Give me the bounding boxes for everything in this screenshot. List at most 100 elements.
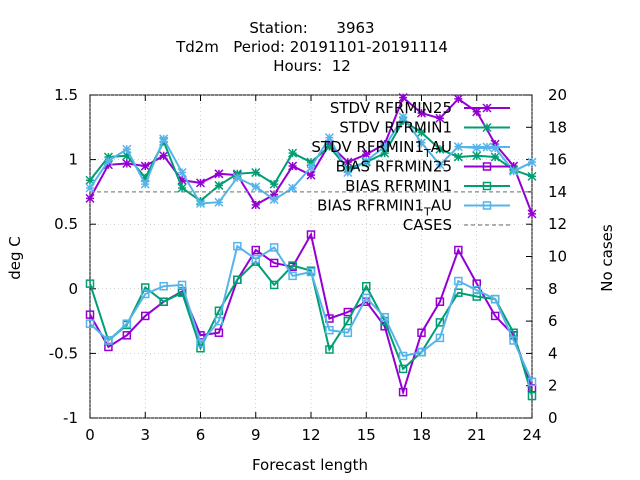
y-tick-label: 0 <box>68 280 78 298</box>
legend-label-text: BIAS RFRMIN1 <box>345 177 452 195</box>
legend-label: STDV RFRMIN1TAU <box>311 138 452 160</box>
point-marker <box>306 170 316 180</box>
legend-label: STDV RFRMIN1 <box>339 119 452 137</box>
legend-label: CASES <box>403 216 452 234</box>
point-marker <box>251 182 261 192</box>
point-marker <box>435 160 445 170</box>
legend-entry: STDV RFRMIN1TAU <box>311 138 510 160</box>
y2-tick-label: 10 <box>548 248 567 266</box>
axis-ticks: 0 3 6 9 12 15 18 21 24-1-0.500.511.5024681012141… <box>49 86 567 444</box>
point-marker <box>288 261 297 270</box>
point-marker <box>288 148 298 158</box>
point-marker <box>361 156 371 166</box>
point-marker <box>196 343 205 353</box>
point-marker <box>141 311 150 321</box>
point-marker <box>325 345 334 354</box>
legend-label: BIAS RFRMIN1TAU <box>317 197 452 219</box>
point-marker <box>306 267 316 277</box>
point-marker <box>453 94 463 104</box>
point-marker <box>85 279 95 288</box>
point-marker <box>398 387 408 397</box>
point-marker <box>435 144 445 154</box>
point-marker <box>306 162 316 172</box>
point-marker <box>417 328 426 337</box>
legend-entry: STDV RFRMIN25 <box>330 99 510 117</box>
point-marker <box>472 151 482 161</box>
point-marker <box>214 328 224 337</box>
x-tick-label: 18 <box>412 426 431 444</box>
point-marker <box>509 336 518 345</box>
point-marker <box>251 200 261 210</box>
point-marker <box>269 258 279 268</box>
point-marker <box>269 243 279 252</box>
y-tick-label: -0.5 <box>49 344 78 362</box>
point-marker <box>435 318 445 327</box>
legend-entry: STDV RFRMIN1 <box>339 119 510 137</box>
y2-tick-label: 12 <box>548 215 567 233</box>
point-marker <box>269 189 279 200</box>
title-line-3: Hours: 12 <box>273 57 351 75</box>
point-marker <box>435 333 445 343</box>
point-marker <box>251 245 260 255</box>
y-tick-label: -1 <box>63 409 78 427</box>
legend-label-subscript: T <box>423 147 431 160</box>
point-marker <box>122 331 132 340</box>
legend-label-text: BIAS RFRMIN1 <box>317 197 424 215</box>
point-marker <box>233 275 242 285</box>
series-line <box>89 231 533 396</box>
x-tick-label: 21 <box>467 426 486 444</box>
point-marker <box>251 167 261 178</box>
point-marker <box>306 157 316 167</box>
legend-entry: BIAS RFRMIN25 <box>336 158 510 176</box>
point-marker <box>482 103 492 113</box>
y-tick-label: 0.5 <box>54 215 78 233</box>
point-marker <box>85 193 95 203</box>
legend-label: BIAS RFRMIN1 <box>345 177 452 195</box>
point-marker <box>490 294 500 304</box>
legend-label-tail: AU <box>431 138 452 156</box>
point-marker <box>435 113 445 123</box>
point-marker <box>490 152 500 162</box>
point-marker <box>214 197 224 207</box>
point-marker <box>85 319 95 328</box>
series-line <box>89 244 533 383</box>
point-marker <box>195 178 206 188</box>
x-tick-label: 3 <box>140 426 150 444</box>
legend-label-tail: AU <box>431 197 452 215</box>
point-marker <box>232 173 242 183</box>
point-marker <box>85 183 95 193</box>
point-marker <box>380 148 390 158</box>
point-marker <box>343 167 353 178</box>
point-marker <box>177 280 187 290</box>
series-layer <box>85 93 537 401</box>
point-marker <box>196 338 205 348</box>
x-tick-label: 0 <box>85 426 95 444</box>
point-marker <box>140 179 150 189</box>
x-tick-label: 6 <box>196 426 206 444</box>
series-bias-rfrmin1-tau <box>85 241 537 387</box>
point-marker <box>527 157 537 167</box>
y2-tick-label: 8 <box>548 280 558 298</box>
point-marker <box>159 151 169 161</box>
y-tick-label: 1 <box>68 151 78 169</box>
point-marker <box>122 151 132 161</box>
point-marker <box>122 144 132 154</box>
point-marker <box>527 391 537 401</box>
point-marker <box>527 171 537 181</box>
point-marker <box>159 297 168 306</box>
legend-label-text: CASES <box>403 216 452 234</box>
point-marker <box>325 325 334 335</box>
point-marker <box>509 166 519 176</box>
y2-tick-label: 20 <box>548 86 567 104</box>
y2-tick-label: 4 <box>548 344 558 362</box>
y2-tick-label: 2 <box>548 377 558 395</box>
point-marker <box>306 230 316 239</box>
point-marker <box>233 241 242 251</box>
y2-tick-label: 16 <box>548 151 567 169</box>
point-marker <box>140 161 150 171</box>
point-marker <box>159 281 168 291</box>
point-marker <box>104 336 113 345</box>
point-marker <box>122 319 132 328</box>
series-line <box>89 260 533 397</box>
title-line-2: Td2m Period: 20191101-20191114 <box>175 38 448 56</box>
